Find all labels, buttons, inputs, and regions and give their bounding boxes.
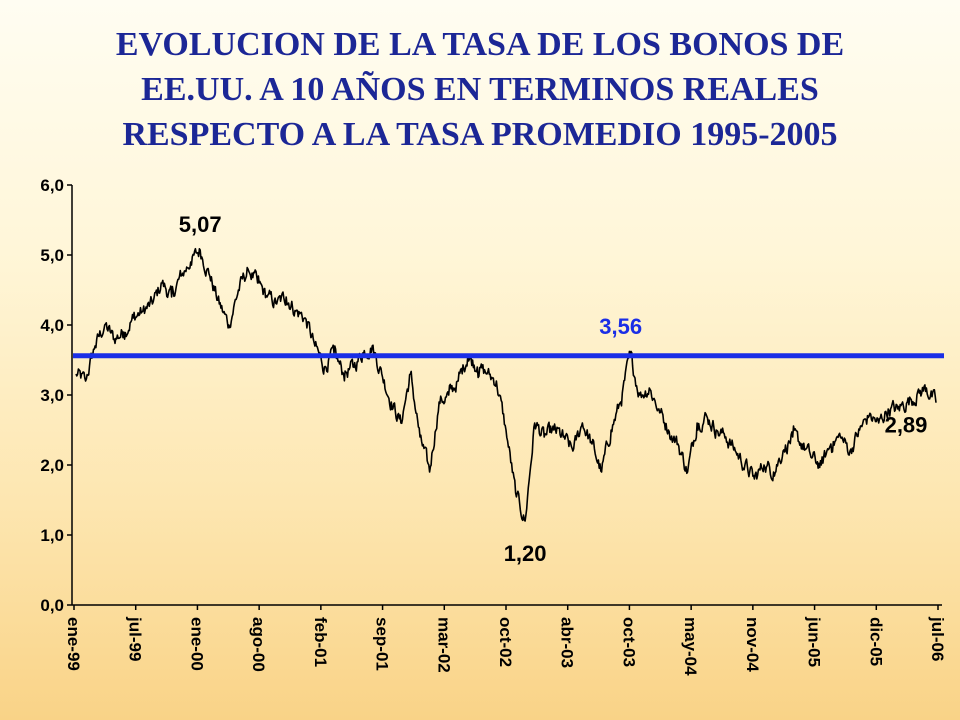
x-tick-label: mar-02	[434, 617, 453, 673]
y-tick-label: 0,0	[40, 596, 64, 615]
x-tick-label: ago-00	[249, 617, 268, 672]
series-line	[75, 247, 937, 522]
y-tick-label: 5,0	[40, 246, 64, 265]
chart-annotations: 5,07 3,56 1,20 2,89	[179, 212, 928, 566]
x-tick-label: jul-06	[928, 616, 947, 661]
x-tick-label: ene-99	[64, 617, 83, 671]
y-tick-label: 6,0	[40, 176, 64, 195]
average-value-label: 3,56	[599, 314, 642, 339]
x-tick-label: nov-04	[743, 617, 762, 672]
chart-title: EVOLUCION DE LA TASA DE LOS BONOS DE EE.…	[20, 22, 940, 157]
x-tick-label: abr-03	[558, 617, 577, 668]
x-tick-label: oct-02	[496, 617, 515, 667]
x-tick-label: sep-01	[373, 617, 392, 671]
latest-value-label: 2,89	[885, 413, 928, 438]
peak-value-label: 5,07	[179, 212, 222, 237]
chart-plot-area	[73, 247, 944, 522]
y-tick-label: 1,0	[40, 526, 64, 545]
minimum-value-label: 1,20	[504, 541, 547, 566]
chart-title-line-2: EE.UU. A 10 AÑOS EN TERMINOS REALES	[141, 71, 819, 108]
x-tick-label: dic-05	[866, 617, 885, 666]
chart-title-line-3: RESPECTO A LA TASA PROMEDIO 1995-2005	[122, 116, 838, 153]
x-tick-label: may-04	[681, 617, 700, 676]
x-tick-label: ene-00	[187, 617, 206, 671]
chart-axes: 0,0 1,0 2,0 3,0 4,0 5,0 6,0 ene-99 jul-99 ene-00 a…	[40, 176, 947, 676]
y-tick-label: 2,0	[40, 456, 64, 475]
y-tick-label: 4,0	[40, 316, 64, 335]
x-tick-label: jul-99	[126, 616, 145, 661]
x-tick-label: oct-03	[619, 617, 638, 667]
chart-title-line-1: EVOLUCION DE LA TASA DE LOS BONOS DE	[115, 26, 845, 63]
x-tick-label: jun-05	[805, 616, 824, 667]
y-tick-label: 3,0	[40, 386, 64, 405]
x-tick-label: feb-01	[311, 617, 330, 667]
